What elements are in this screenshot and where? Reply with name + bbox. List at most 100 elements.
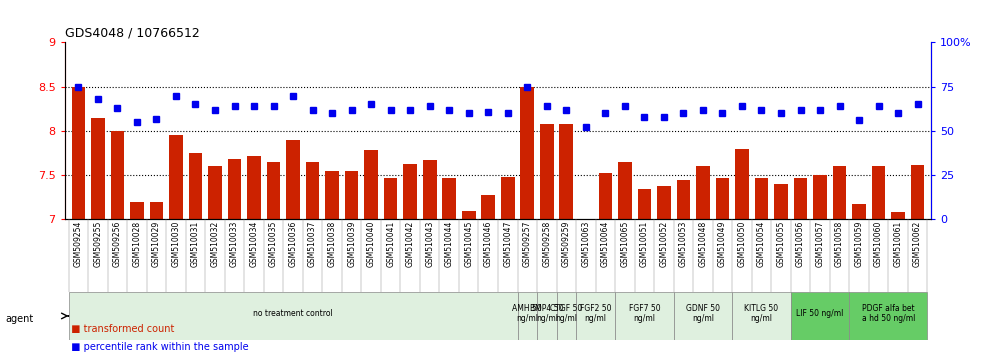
Text: GSM510029: GSM510029 — [152, 221, 161, 267]
Bar — [910, 165, 924, 219]
Bar — [673, 292, 732, 340]
Bar — [518, 292, 537, 340]
Text: GSM509256: GSM509256 — [113, 221, 122, 267]
Text: GSM510041: GSM510041 — [386, 221, 395, 267]
Text: GSM510033: GSM510033 — [230, 221, 239, 267]
Text: GSM510043: GSM510043 — [425, 221, 434, 267]
Text: GSM509258: GSM509258 — [542, 221, 552, 267]
Bar — [423, 160, 436, 219]
Text: GSM510054: GSM510054 — [757, 221, 766, 267]
Text: GDNF 50
ng/ml: GDNF 50 ng/ml — [686, 304, 720, 323]
Bar — [228, 159, 241, 219]
Bar — [755, 178, 768, 219]
Text: GSM510038: GSM510038 — [328, 221, 337, 267]
Bar — [794, 178, 808, 219]
Bar — [616, 292, 673, 340]
Text: GSM510035: GSM510035 — [269, 221, 278, 267]
Bar — [326, 171, 339, 219]
Text: GSM510057: GSM510057 — [816, 221, 825, 267]
Bar — [557, 292, 576, 340]
Bar — [306, 162, 320, 219]
Text: GSM509259: GSM509259 — [562, 221, 571, 267]
Bar — [383, 178, 397, 219]
Text: GSM510042: GSM510042 — [405, 221, 414, 267]
Bar — [732, 292, 791, 340]
Text: GSM510056: GSM510056 — [796, 221, 805, 267]
Bar — [69, 292, 518, 340]
Bar — [462, 211, 475, 219]
Text: AMH 50
ng/ml: AMH 50 ng/ml — [512, 304, 542, 323]
Bar — [208, 166, 222, 219]
Text: GSM510036: GSM510036 — [289, 221, 298, 267]
Text: GSM510064: GSM510064 — [601, 221, 610, 267]
Bar — [149, 202, 163, 219]
Text: GSM510050: GSM510050 — [737, 221, 746, 267]
Text: GSM510051: GSM510051 — [639, 221, 648, 267]
Text: CTGF 50
ng/ml: CTGF 50 ng/ml — [550, 304, 583, 323]
Bar — [188, 153, 202, 219]
Text: GSM510058: GSM510058 — [835, 221, 844, 267]
Bar — [853, 205, 866, 219]
Text: ■ percentile rank within the sample: ■ percentile rank within the sample — [65, 342, 248, 352]
Bar — [576, 292, 616, 340]
Bar — [540, 124, 554, 219]
Text: GSM510052: GSM510052 — [659, 221, 668, 267]
Text: GSM510044: GSM510044 — [444, 221, 454, 267]
Text: LIF 50 ng/ml: LIF 50 ng/ml — [797, 309, 844, 318]
Bar — [481, 195, 495, 219]
Text: GSM510049: GSM510049 — [718, 221, 727, 267]
Text: GSM510062: GSM510062 — [913, 221, 922, 267]
Bar — [247, 156, 261, 219]
Bar — [813, 175, 827, 219]
Text: GSM510061: GSM510061 — [893, 221, 902, 267]
Text: GSM510040: GSM510040 — [367, 221, 375, 267]
Text: GSM510039: GSM510039 — [348, 221, 357, 267]
Text: GSM510053: GSM510053 — [679, 221, 688, 267]
Text: FGF2 50
ng/ml: FGF2 50 ng/ml — [580, 304, 612, 323]
Bar — [501, 177, 515, 219]
Bar — [676, 180, 690, 219]
Bar — [345, 171, 359, 219]
Bar — [715, 178, 729, 219]
Bar — [403, 164, 417, 219]
Text: GSM510037: GSM510037 — [308, 221, 317, 267]
Bar — [637, 189, 651, 219]
Text: GSM510034: GSM510034 — [250, 221, 259, 267]
Bar — [267, 162, 281, 219]
Text: no treatment control: no treatment control — [253, 309, 333, 318]
Text: GSM510065: GSM510065 — [621, 221, 629, 267]
Bar — [891, 212, 905, 219]
Text: GSM510047: GSM510047 — [503, 221, 512, 267]
Bar — [560, 124, 573, 219]
Bar — [72, 87, 86, 219]
Bar — [286, 140, 300, 219]
Text: GSM510063: GSM510063 — [582, 221, 591, 267]
Text: GSM510030: GSM510030 — [171, 221, 180, 267]
Text: GDS4048 / 10766512: GDS4048 / 10766512 — [65, 27, 199, 40]
Bar — [599, 173, 613, 219]
Text: GSM510032: GSM510032 — [210, 221, 219, 267]
Bar — [169, 136, 183, 219]
Bar — [791, 292, 850, 340]
Bar — [111, 131, 124, 219]
Text: GSM510028: GSM510028 — [132, 221, 141, 267]
Bar — [619, 162, 631, 219]
Text: agent: agent — [5, 314, 33, 324]
Bar — [696, 166, 710, 219]
Text: GSM510046: GSM510046 — [484, 221, 493, 267]
Text: BMP4 50
ng/ml: BMP4 50 ng/ml — [530, 304, 564, 323]
Bar — [91, 118, 105, 219]
Text: GSM510055: GSM510055 — [777, 221, 786, 267]
Bar — [521, 87, 534, 219]
Text: ■ transformed count: ■ transformed count — [65, 324, 174, 334]
Text: PDGF alfa bet
a hd 50 ng/ml: PDGF alfa bet a hd 50 ng/ml — [862, 304, 915, 323]
Bar — [735, 149, 749, 219]
Bar — [130, 202, 143, 219]
Bar — [872, 166, 885, 219]
Text: GSM509257: GSM509257 — [523, 221, 532, 267]
Text: GSM510031: GSM510031 — [191, 221, 200, 267]
Bar — [537, 292, 557, 340]
Bar — [850, 292, 927, 340]
Text: GSM510048: GSM510048 — [698, 221, 707, 267]
Text: GSM510059: GSM510059 — [855, 221, 864, 267]
